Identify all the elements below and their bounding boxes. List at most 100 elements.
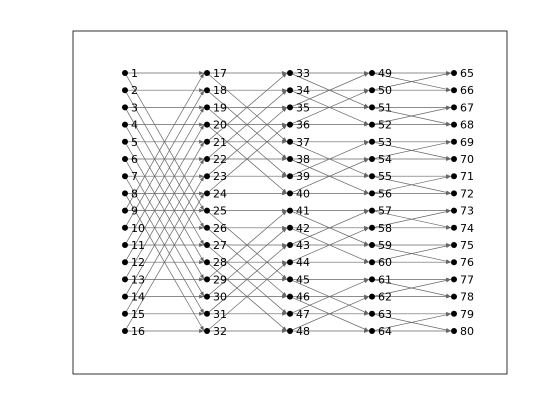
- node-19: [204, 104, 210, 111]
- node-80: [451, 328, 457, 334]
- edge-cross-32-44: [206, 261, 288, 332]
- node-label-54: 54: [378, 153, 392, 166]
- node-label-75: 75: [460, 239, 474, 252]
- node-label-34: 34: [296, 84, 310, 97]
- edge-cross-56-71: [371, 175, 452, 194]
- node-label-28: 28: [213, 256, 227, 269]
- node-label-46: 46: [296, 291, 310, 304]
- node-label-21: 21: [213, 136, 227, 149]
- node-label-14: 14: [131, 291, 145, 304]
- edge-cross-12-20: [124, 124, 205, 263]
- node-43: [287, 242, 293, 248]
- node-69: [451, 138, 457, 145]
- node-label-49: 49: [378, 67, 392, 80]
- node-label-7: 7: [131, 170, 138, 183]
- node-label-6: 6: [131, 153, 138, 166]
- node-18: [204, 87, 210, 94]
- node-48: [287, 328, 293, 334]
- node-9: [122, 207, 128, 214]
- node-label-60: 60: [378, 256, 392, 269]
- node-label-8: 8: [131, 187, 138, 200]
- node-label-61: 61: [378, 273, 392, 286]
- node-17: [204, 70, 210, 76]
- node-label-19: 19: [213, 101, 227, 114]
- node-75: [451, 242, 457, 248]
- nodes-layer: 1234567891011121314151617181920212223242…: [122, 67, 474, 338]
- node-64: [369, 328, 375, 334]
- node-label-64: 64: [378, 325, 392, 338]
- edge-cross-52-67: [371, 106, 452, 125]
- node-45: [287, 276, 293, 283]
- node-23: [204, 173, 210, 180]
- node-73: [451, 207, 457, 214]
- node-label-66: 66: [460, 84, 474, 97]
- edge-cross-31-43: [206, 244, 288, 315]
- node-14: [122, 293, 128, 300]
- node-label-37: 37: [296, 136, 310, 149]
- edge-cross-13-21: [124, 141, 205, 280]
- node-label-44: 44: [296, 256, 310, 269]
- node-47: [287, 310, 293, 317]
- node-16: [122, 328, 128, 334]
- node-56: [369, 190, 375, 197]
- node-66: [451, 87, 457, 94]
- node-52: [369, 121, 375, 128]
- node-label-15: 15: [131, 308, 145, 321]
- node-label-40: 40: [296, 187, 310, 200]
- node-label-43: 43: [296, 239, 310, 252]
- node-15: [122, 310, 128, 317]
- node-50: [369, 87, 375, 94]
- node-72: [451, 190, 457, 197]
- node-79: [451, 310, 457, 317]
- edge-cross-54-69: [371, 140, 452, 160]
- edge-cross-40-54: [289, 158, 370, 194]
- node-25: [204, 207, 210, 214]
- node-label-70: 70: [460, 153, 474, 166]
- node-label-26: 26: [213, 222, 227, 235]
- node-12: [122, 259, 128, 266]
- node-11: [122, 242, 128, 248]
- node-60: [369, 259, 375, 266]
- edge-cross-15-23: [124, 176, 205, 314]
- node-label-9: 9: [131, 205, 138, 218]
- node-7: [122, 173, 128, 180]
- node-67: [451, 104, 457, 111]
- edge-cross-11-19: [124, 107, 205, 246]
- node-label-68: 68: [460, 119, 474, 132]
- node-78: [451, 293, 457, 300]
- node-28: [204, 259, 210, 266]
- node-1: [122, 70, 128, 76]
- node-58: [369, 224, 375, 231]
- node-38: [287, 156, 293, 162]
- node-34: [287, 87, 293, 94]
- node-71: [451, 173, 457, 180]
- node-label-53: 53: [378, 136, 392, 149]
- node-53: [369, 138, 375, 145]
- node-label-71: 71: [460, 170, 474, 183]
- node-2: [122, 87, 128, 94]
- node-label-47: 47: [296, 308, 310, 321]
- node-62: [369, 293, 375, 300]
- node-40: [287, 190, 293, 197]
- edge-cross-30-42: [206, 227, 288, 297]
- node-label-35: 35: [296, 101, 310, 114]
- node-13: [122, 276, 128, 283]
- edge-cross-24-36: [206, 124, 288, 194]
- node-label-31: 31: [213, 308, 227, 321]
- node-label-63: 63: [378, 308, 392, 321]
- node-39: [287, 173, 293, 180]
- node-label-27: 27: [213, 239, 227, 252]
- node-32: [204, 328, 210, 334]
- node-42: [287, 224, 293, 231]
- node-label-74: 74: [460, 222, 474, 235]
- node-26: [204, 224, 210, 231]
- node-label-11: 11: [131, 239, 145, 252]
- edge-cross-21-33: [206, 72, 288, 143]
- node-label-12: 12: [131, 256, 145, 269]
- edge-cross-60-75: [371, 244, 452, 263]
- node-label-4: 4: [131, 119, 138, 132]
- node-label-32: 32: [213, 325, 227, 338]
- node-label-79: 79: [460, 308, 474, 321]
- node-4: [122, 121, 128, 128]
- node-label-24: 24: [213, 187, 227, 200]
